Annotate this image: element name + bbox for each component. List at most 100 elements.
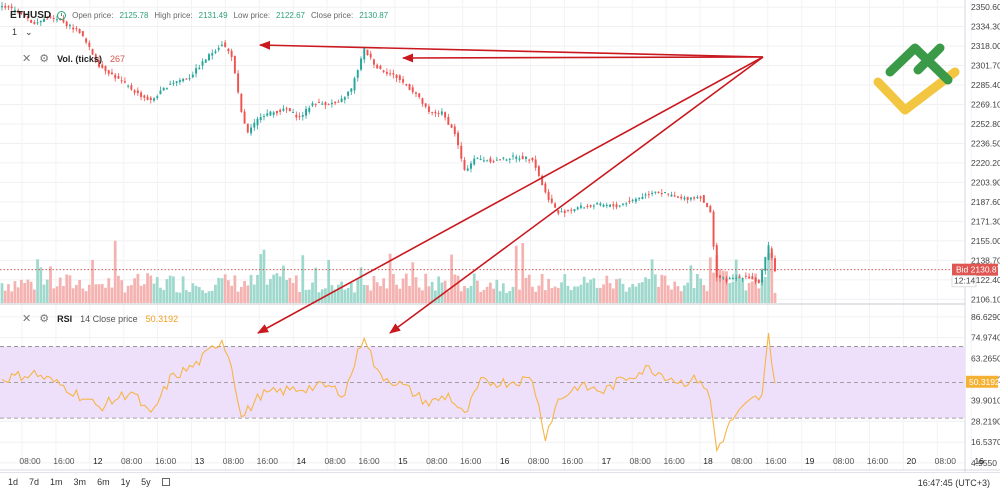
volume-bar: [744, 290, 748, 303]
range-button-1m[interactable]: 1m: [50, 477, 63, 487]
volume-bar: [527, 274, 531, 303]
candle-body: [256, 118, 259, 126]
volume-bar: [0, 283, 4, 303]
candle-body: [631, 199, 634, 201]
candle-body: [191, 74, 194, 78]
candle-body: [453, 126, 456, 135]
gear-icon[interactable]: ⚙: [39, 53, 50, 65]
candle-body: [618, 205, 621, 207]
volume-bar: [159, 287, 162, 303]
volume-bar: [262, 249, 266, 303]
candle-body: [602, 204, 605, 207]
candle-body: [169, 83, 172, 85]
candle-body: [515, 156, 518, 159]
candle-body: [211, 53, 214, 56]
candle-body: [715, 245, 718, 278]
volume-bar: [446, 291, 450, 303]
candle-body: [185, 78, 188, 80]
volume-bar: [168, 275, 172, 303]
candle-body: [243, 111, 246, 124]
volume-bar: [349, 282, 353, 303]
volume-bar: [501, 283, 505, 303]
candle-body: [4, 5, 7, 8]
volume-bar: [469, 285, 473, 303]
interval-selector[interactable]: 1 ⌄: [12, 27, 33, 38]
volume-bar: [586, 282, 589, 303]
range-button-6m[interactable]: 6m: [97, 477, 110, 487]
volume-bar: [676, 286, 680, 303]
candle-body: [398, 75, 401, 81]
volume-bar: [505, 292, 508, 303]
candle-body: [437, 113, 440, 115]
volume-bar: [521, 242, 525, 303]
volume-bar: [123, 292, 127, 303]
range-button-7d[interactable]: 7d: [29, 477, 40, 487]
candle-body: [486, 160, 489, 162]
volume-bar: [139, 285, 143, 303]
ohlc-header: ETHUSD Open price: 2125.78 High price: 213…: [10, 10, 388, 21]
chevron-down-icon: ⌄: [25, 27, 33, 37]
time-tick-label: 08:00: [731, 456, 753, 466]
candle-body: [440, 111, 443, 115]
volume-bar: [650, 259, 654, 303]
volume-bar: [304, 289, 308, 303]
volume-bar: [333, 289, 337, 303]
range-button-3m[interactable]: 3m: [73, 477, 87, 487]
candle-body: [537, 166, 540, 176]
candle-body: [728, 278, 731, 280]
time-tick-label: 17: [602, 456, 612, 466]
volume-bar: [7, 284, 10, 303]
volume-bar: [476, 280, 479, 303]
candle-body: [49, 16, 52, 18]
range-button-5y[interactable]: 5y: [141, 477, 151, 487]
volume-bar: [307, 289, 311, 303]
candle-body: [259, 117, 262, 120]
candle-body: [460, 145, 463, 159]
candle-body: [282, 108, 285, 111]
candle-body: [127, 85, 130, 87]
rsi-tick-label: 86.6290: [971, 312, 1000, 322]
close-icon[interactable]: ✕: [22, 313, 32, 325]
volume-bar: [747, 282, 751, 303]
range-button-1y[interactable]: 1y: [120, 477, 131, 487]
volume-bar: [699, 278, 702, 303]
candle-body: [366, 49, 369, 56]
volume-bar: [456, 275, 460, 303]
symbol-name[interactable]: ETHUSD: [10, 10, 52, 21]
candle-body: [479, 158, 482, 160]
volume-bar: [301, 255, 305, 303]
high-label: High price:: [154, 11, 193, 20]
candle-body: [337, 101, 340, 103]
volume-bar: [359, 267, 363, 303]
candle-body: [107, 70, 110, 74]
volume-bar: [653, 274, 657, 303]
volume-bar: [566, 285, 570, 303]
calendar-icon[interactable]: [161, 478, 170, 486]
volume-bar: [498, 291, 502, 303]
range-button-1d[interactable]: 1d: [8, 477, 19, 487]
volume-bar: [511, 286, 515, 303]
close-icon[interactable]: ✕: [22, 53, 32, 65]
candle-body: [589, 205, 592, 207]
candle-body: [706, 203, 709, 207]
volume-bar: [220, 278, 224, 303]
gear-icon[interactable]: ⚙: [39, 313, 50, 325]
candle-body: [356, 70, 359, 78]
volume-bar: [236, 291, 240, 303]
volume-bar: [362, 284, 366, 303]
candle-body: [204, 59, 207, 63]
volume-bar: [356, 278, 360, 303]
candle-body: [660, 193, 663, 195]
volume-bar: [317, 292, 321, 303]
volume-bar: [421, 290, 424, 303]
volume-bar: [553, 286, 557, 303]
candle-body: [94, 54, 97, 61]
candle-body: [774, 258, 776, 272]
price-tick-label: 2334.30: [971, 22, 1000, 32]
candle-body: [288, 108, 291, 112]
candle-body: [712, 211, 715, 247]
volume-bar: [207, 291, 211, 303]
volume-bar: [62, 285, 65, 303]
price-tick-label: 2187.60: [971, 197, 1000, 207]
